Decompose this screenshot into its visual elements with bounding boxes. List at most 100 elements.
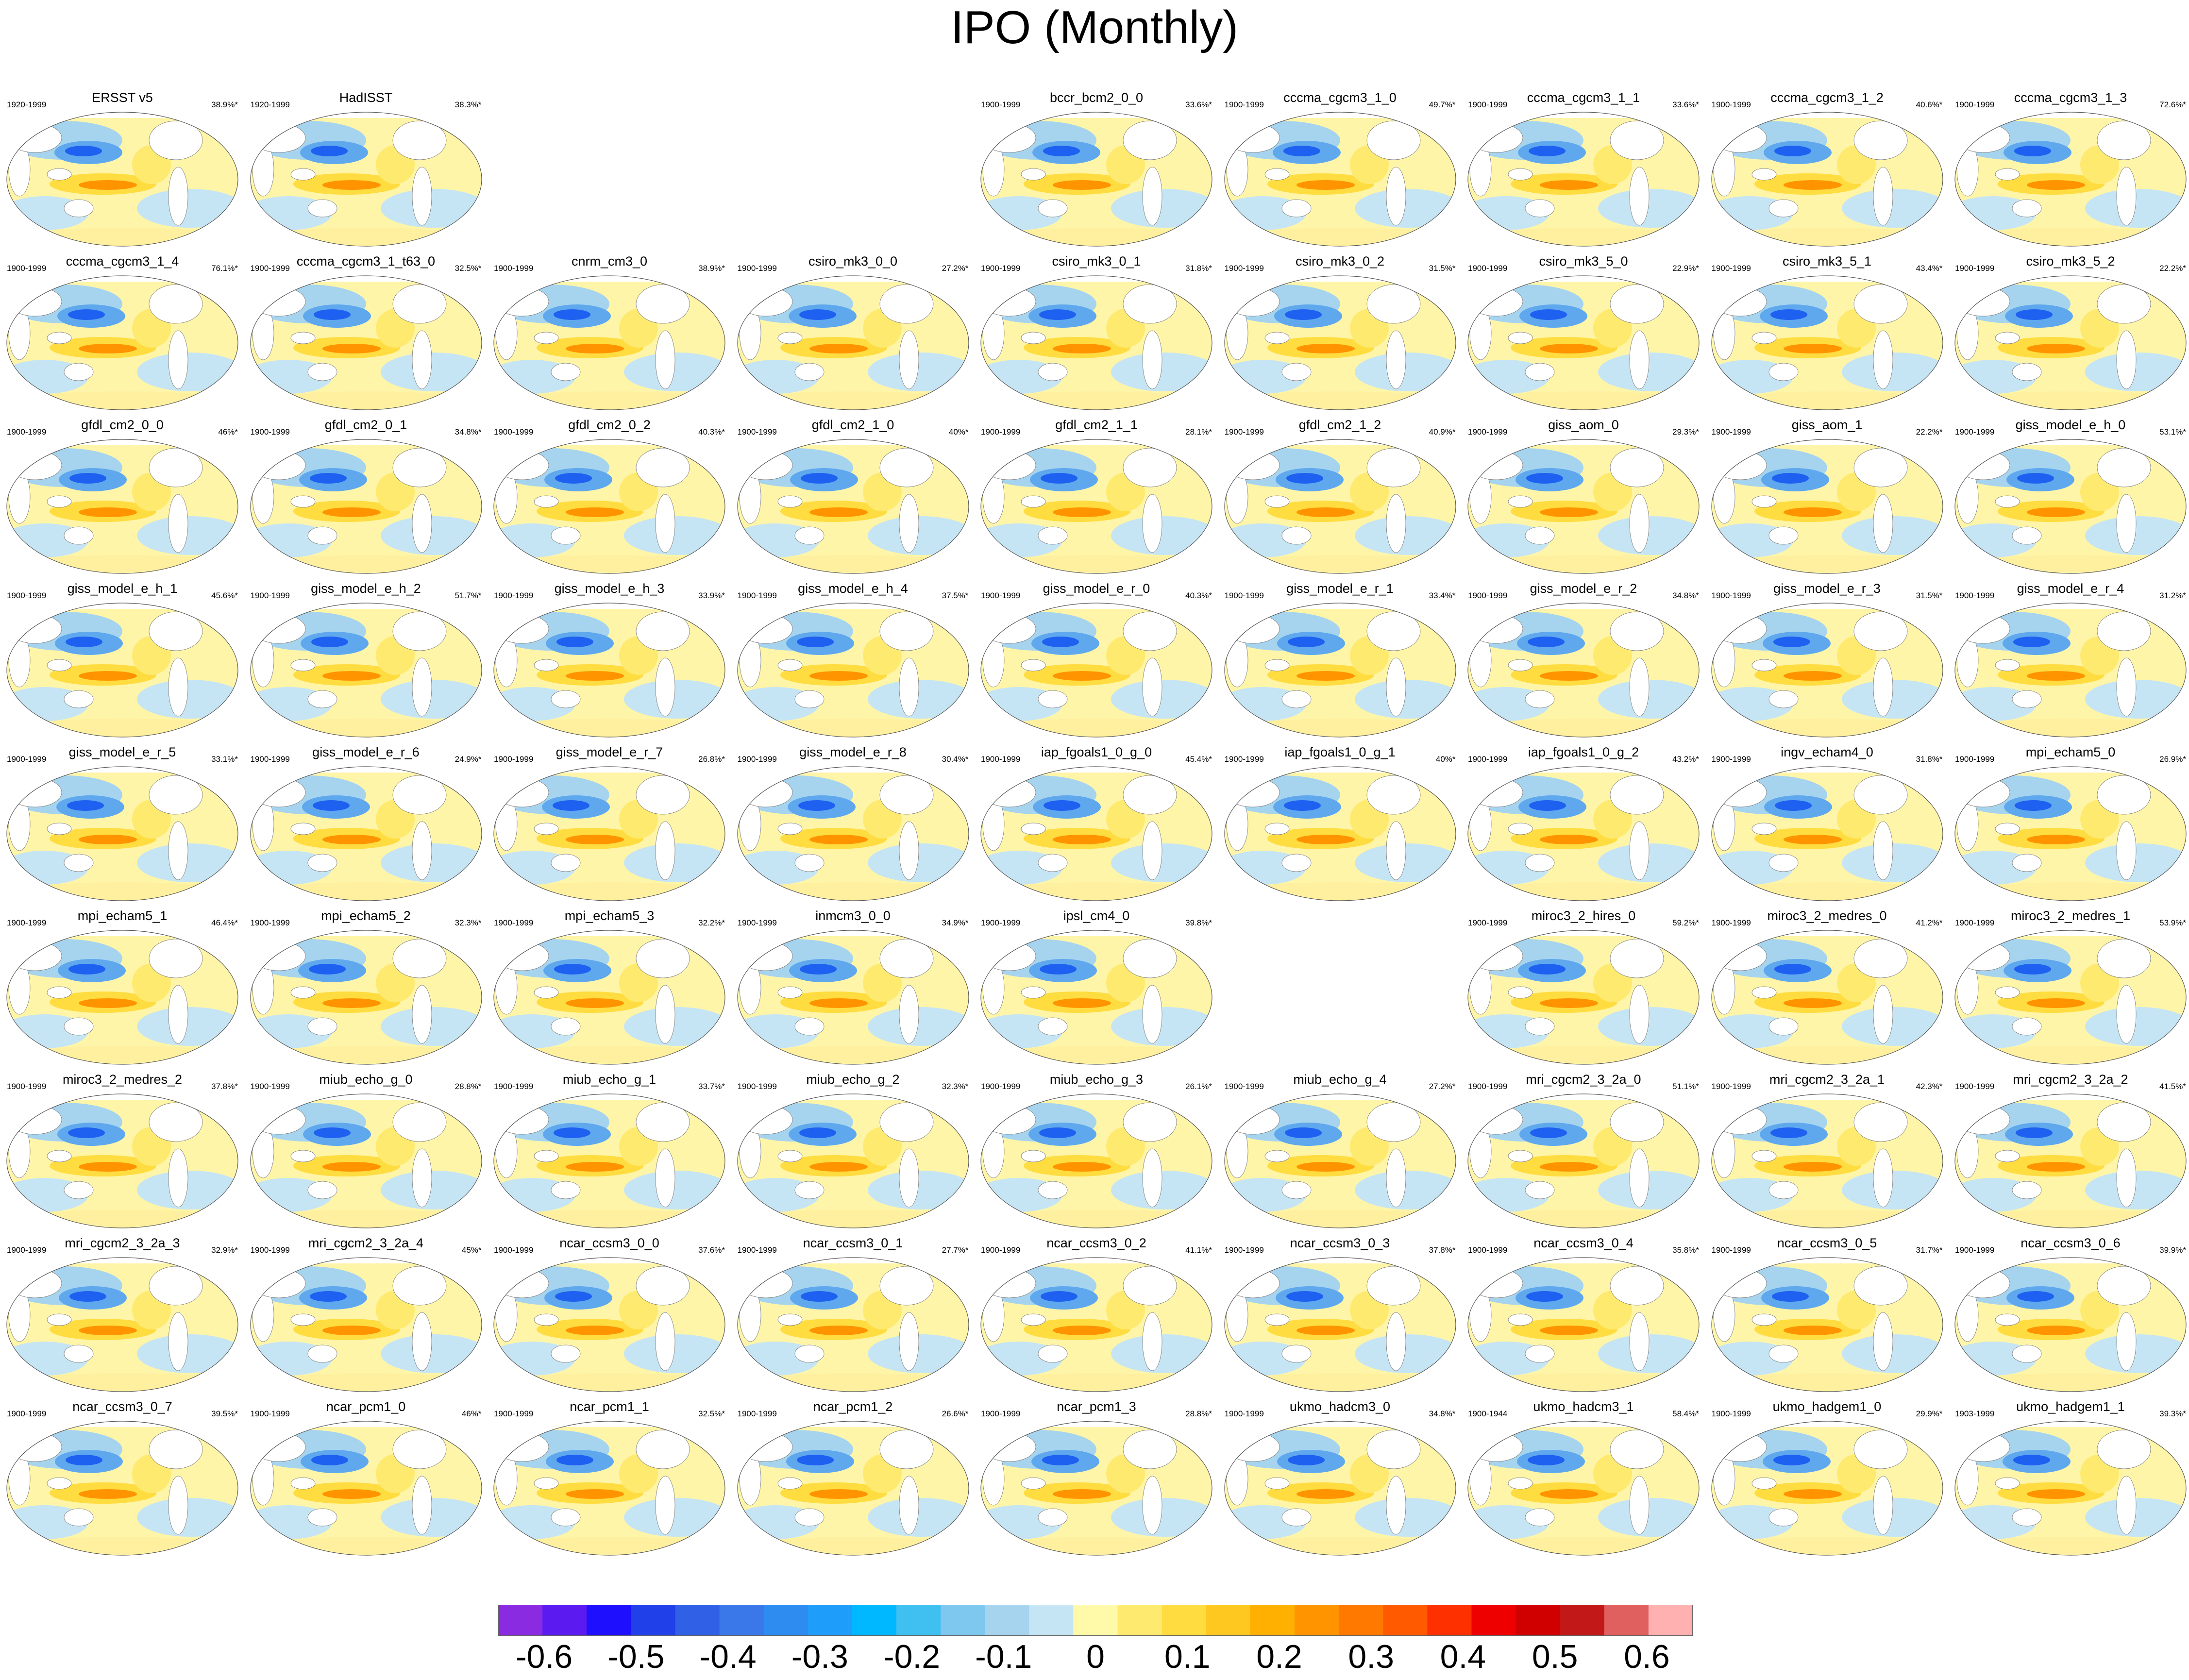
continent-landmass: [1629, 657, 1650, 717]
continent-landmass: [1469, 123, 1523, 153]
southern-ocean-band: [7, 882, 238, 901]
panel-title: miub_echo_g_4: [1293, 1072, 1387, 1087]
southern-ocean-band: [981, 1046, 1212, 1064]
continent-landmass: [2012, 1181, 2042, 1199]
tropical-warm-core: [2027, 671, 2085, 681]
continent-landmass: [1995, 659, 2020, 672]
continent-landmass: [412, 821, 432, 880]
continent-landmass: [1525, 854, 1555, 872]
panel-period: 1900-1999: [1955, 264, 1995, 273]
global-sst-map: [1467, 1093, 1700, 1228]
continent-landmass: [1123, 1102, 1177, 1142]
continent-landmass: [1525, 363, 1555, 381]
north-pacific-cool-core: [1043, 146, 1080, 156]
panel-variance-percent: 40.3%*: [698, 427, 725, 437]
map-panel: ncar_ccsm3_0_6 1900-1999 39.9%*: [1949, 1235, 2189, 1395]
tropical-warm-core: [1053, 344, 1111, 353]
map-outline: [493, 1093, 725, 1228]
panel-title: miroc3_2_medres_2: [62, 1072, 183, 1087]
map-panel: ipsl_cm4_0 1900-1999 39.8%*: [975, 908, 1218, 1068]
panel-period: 1900-1999: [1711, 1245, 1751, 1255]
continent-landmass: [8, 450, 62, 480]
panel-title: iap_fgoals1_0_g_0: [1041, 745, 1152, 759]
global-sst-map: [1954, 930, 2187, 1065]
north-pacific-cool-core: [311, 637, 348, 647]
southern-ocean-band: [7, 555, 238, 573]
continent-landmass: [1226, 1268, 1280, 1298]
continent-landmass: [1995, 823, 2020, 835]
continent-landmass: [168, 985, 188, 1044]
continent-landmass: [739, 450, 792, 480]
continent-landmass: [1281, 1181, 1311, 1199]
continent-landmass: [252, 1432, 305, 1462]
global-sst-map: [250, 1257, 482, 1392]
colorbar-tick-label: -0.6: [516, 1638, 573, 1675]
panel-variance-percent: 32.9%*: [211, 1245, 238, 1255]
colorbar-swatch: [896, 1605, 941, 1636]
panel-variance-percent: 40%*: [948, 427, 969, 437]
north-pacific-cool-core: [1042, 1455, 1079, 1465]
global-sst-map: [1224, 603, 1456, 738]
southern-ocean-band: [1468, 228, 1699, 246]
north-pacific-cool-core: [554, 964, 591, 974]
panel-variance-percent: 53.1%*: [2159, 427, 2186, 437]
continent-landmass: [1751, 495, 1776, 508]
continent-landmass: [1525, 526, 1555, 545]
continent-landmass: [495, 1105, 549, 1135]
tropical-warm-core: [1053, 1326, 1111, 1335]
continent-landmass: [2012, 363, 2042, 381]
continent-landmass: [1038, 1508, 1068, 1527]
map-outline: [1954, 1257, 2187, 1392]
southern-ocean-band: [494, 1373, 725, 1392]
southern-ocean-band: [1711, 882, 1943, 901]
panel-period: 1900-1999: [1468, 1245, 1508, 1255]
map-panel: giss_model_e_r_0 1900-1999 40.3%*: [975, 581, 1218, 741]
panel-title: miub_echo_g_2: [806, 1072, 900, 1087]
continent-landmass: [1629, 494, 1650, 553]
continent-landmass: [1123, 775, 1177, 815]
panel-title: ncar_ccsm3_0_5: [1777, 1236, 1877, 1250]
map-panel: ncar_ccsm3_0_0 1900-1999 37.6%*: [488, 1235, 731, 1395]
continent-landmass: [2097, 284, 2151, 324]
global-sst-map: [6, 112, 238, 247]
panel-title: mri_cgcm2_3_2a_4: [308, 1236, 424, 1250]
southern-ocean-band: [1711, 555, 1943, 573]
panel-title: csiro_mk3_0_2: [1295, 254, 1385, 269]
tropical-warm-core: [1053, 835, 1111, 844]
map-panel: gfdl_cm2_1_2 1900-1999 40.9%*: [1219, 417, 1462, 577]
panel-variance-percent: 33.1%*: [211, 755, 238, 764]
north-pacific-cool-core: [1529, 964, 1566, 974]
north-pacific-cool-core: [555, 473, 592, 484]
continent-landmass: [899, 657, 919, 717]
continent-landmass: [1629, 1148, 1650, 1208]
colorbar-swatch: [1383, 1605, 1428, 1636]
global-sst-map: [980, 1257, 1212, 1392]
continent-landmass: [899, 1148, 919, 1208]
global-sst-map: [1467, 275, 1700, 410]
continent-landmass: [1508, 986, 1533, 999]
continent-landmass: [1853, 1266, 1907, 1306]
panel-period: 1900-1999: [7, 1245, 47, 1255]
panel-title: ingv_echam4_0: [1781, 745, 1873, 759]
panel-variance-percent: 39.3%*: [2159, 1409, 2186, 1418]
panel-title: ukmo_hadgem1_0: [1772, 1399, 1882, 1414]
north-pacific-cool-core: [2016, 309, 2053, 320]
southern-ocean-band: [737, 882, 969, 901]
southern-ocean-band: [1224, 1537, 1456, 1555]
map-outline: [737, 275, 969, 410]
global-sst-map: [250, 439, 482, 574]
southern-ocean-band: [737, 1046, 969, 1064]
north-pacific-cool-core: [2016, 1127, 2053, 1138]
continent-landmass: [1629, 1476, 1650, 1535]
continent-landmass: [1956, 614, 2010, 644]
map-outline: [250, 1421, 482, 1556]
continent-landmass: [655, 657, 675, 717]
continent-landmass: [290, 986, 315, 999]
continent-landmass: [879, 1429, 933, 1469]
tropical-warm-core: [809, 1489, 868, 1499]
panel-title: gfdl_cm2_0_2: [568, 418, 651, 432]
global-sst-map: [1954, 1257, 2187, 1392]
continent-landmass: [982, 1268, 1036, 1298]
map-panel: miroc3_2_medres_1 1900-1999 53.9%*: [1949, 908, 2189, 1068]
panel-title: ukmo_hadcm3_0: [1289, 1399, 1391, 1414]
